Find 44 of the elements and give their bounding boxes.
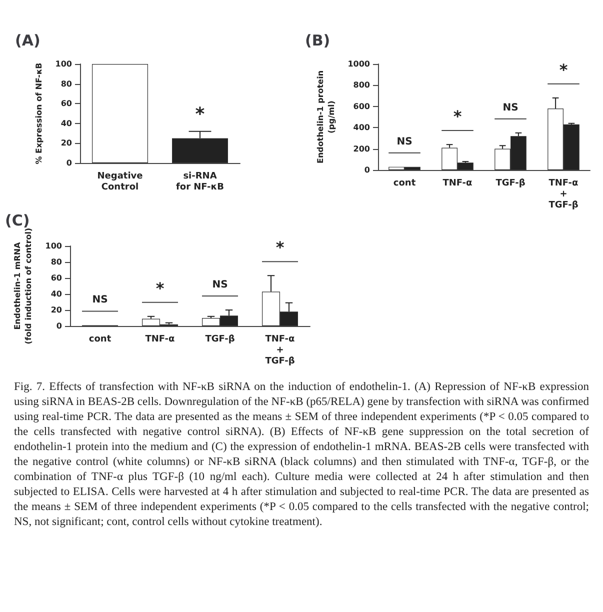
y-axis-title: % Expression of NF-κB (34, 62, 44, 164)
y-tick-label: 40 (60, 118, 72, 128)
chart-title: (B) (305, 32, 330, 50)
y-tick-label: 40 (50, 290, 62, 298)
y-tick-label: 600 (353, 102, 370, 111)
y-tick-label: 1000 (348, 60, 370, 68)
x-tick-label: TNF-α (442, 178, 472, 188)
y-tick-label: 100 (45, 242, 62, 250)
chart-title: (C) (5, 212, 30, 230)
annotation: NS (92, 294, 108, 306)
annotation: * (195, 104, 206, 125)
x-tick-label: TNF-α + TGF-β (265, 334, 296, 366)
y-tick-label: 200 (353, 144, 370, 154)
annotation: NS (502, 102, 518, 114)
y-tick-label: 20 (60, 138, 72, 148)
y-tick-label: 0 (66, 158, 72, 168)
y-tick-label: 60 (60, 99, 72, 108)
annotation: * (559, 60, 568, 80)
y-tick-label: 60 (50, 274, 62, 282)
annotation: * (276, 238, 285, 258)
y-tick-label: 100 (55, 60, 72, 68)
text: Fig. 7. Effects of transfection with NF-κB siRNA on the induction of endothelin-1. (A) Repression of NF-κB expression using siRNA in BEAS-2B cells. Downregulation of the NF-κB (p65/RELA) gene by transfection with siRNA was confirmed using real-time PCR. The data are presented as the means ± SEM of three independent experiments (*P < 0.05 compared to the cells transfected with negative control siRNA). (B) Effects of NF-κB gene suppression on the total secretion of endothelin-1 protein into the medium and (C) the expression of endothelin-1 mRNA. BEAS-2B cells were transfected with the negative control (white columns) or NF-κB siRNA (black columns) and then stimulated with TNF-α, TGF-β, or the combination of TNF-α plus TGF-β (10 ng/ml each). Culture media were collected at 24 h after stimulation and then subjected to ELISA. Cells were harvested at 4 h after stimulation and subjected to real-time PCR. The data are presented as the means ± SEM of three independent experiments (*P < 0.05 compared to the cells transfected with the negative control; NS, not significant; cont, control cells without cytokine treatment). (14, 381, 589, 528)
y-tick-label: 0 (364, 166, 370, 174)
y-tick-label: 20 (50, 306, 62, 314)
y-tick-label: 80 (50, 258, 62, 266)
chart-title: (A) (15, 32, 40, 50)
y-tick-label: 400 (353, 123, 370, 132)
y-axis-title: Endothelin-1 mRNA (fold induction of control) (13, 228, 33, 344)
annotation: NS (396, 136, 412, 148)
annotation: NS (212, 280, 228, 290)
annotation: * (453, 107, 462, 126)
y-axis-title: Endothelin-1 protein (pg/ml) (316, 70, 336, 164)
annotation: * (156, 278, 165, 298)
y-tick-label: 0 (56, 322, 62, 330)
x-tick-label: si-RNA for NF-κB (176, 172, 224, 192)
x-tick-label: TGF-β (205, 334, 236, 344)
y-tick-label: 800 (353, 80, 370, 90)
x-tick-label: TGF-β (496, 178, 526, 188)
x-tick-label: cont (88, 334, 112, 344)
y-tick-label: 80 (60, 79, 72, 88)
x-tick-label: Negative Control (97, 172, 143, 192)
x-tick-label: TNF-α (145, 334, 175, 344)
x-tick-label: TNF-α + TGF-β (548, 178, 579, 210)
x-tick-label: cont (393, 178, 416, 188)
